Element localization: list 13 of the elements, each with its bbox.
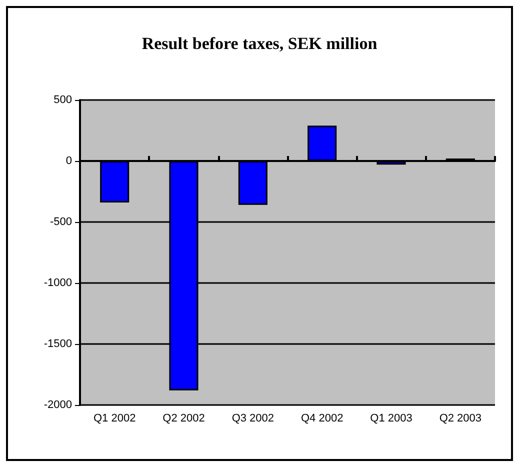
y-tick-label: 500	[54, 94, 72, 106]
x-tick-label: Q3 2002	[232, 412, 274, 424]
x-tick-label: Q4 2002	[300, 412, 344, 424]
x-tick-label: Q2 2003	[439, 412, 482, 424]
y-tick-label: -1000	[44, 277, 72, 289]
y-tick-label: -1500	[44, 338, 72, 350]
y-tick-label: -2000	[44, 399, 72, 411]
y-tick-label: 0	[66, 155, 72, 167]
chart-title: Result before taxes, SEK million	[142, 34, 378, 53]
x-tick-label: Q1 2003	[370, 412, 412, 424]
y-tick-label: -500	[50, 216, 72, 228]
x-tick-label: Q2 2002	[162, 412, 205, 424]
x-tick-label: Q1 2002	[93, 412, 136, 424]
